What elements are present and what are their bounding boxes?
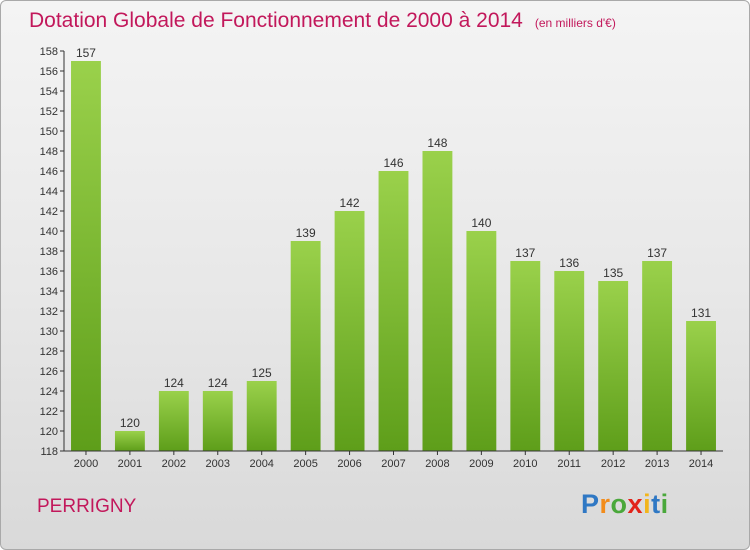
x-tick-label: 2000 bbox=[74, 458, 98, 470]
y-tick-label: 150 bbox=[40, 126, 58, 138]
x-tick-label: 2004 bbox=[249, 458, 273, 470]
y-tick-label: 156 bbox=[40, 66, 58, 78]
bar-value-label: 157 bbox=[76, 46, 96, 60]
logo-letter: t bbox=[651, 489, 661, 519]
y-tick-label: 146 bbox=[40, 166, 58, 178]
chart-title-main: Dotation Globale de Fonctionnement de 20… bbox=[29, 9, 523, 32]
bar-2003 bbox=[202, 391, 233, 451]
x-axis: 2000 2001 2002 2003 2004 2005 2006 2007 2008 2009… bbox=[64, 450, 723, 470]
bar-2007 bbox=[378, 171, 409, 451]
bar-2012 bbox=[598, 281, 629, 451]
x-tick-label: 2010 bbox=[513, 458, 537, 470]
y-tick-label: 138 bbox=[40, 246, 58, 258]
chart-title: Dotation Globale de Fonctionnement de 20… bbox=[29, 9, 616, 33]
bar-2011 bbox=[554, 271, 585, 451]
x-tick-label: 2013 bbox=[645, 458, 669, 470]
x-tick-label: 2014 bbox=[689, 458, 713, 470]
x-tick-label: 2009 bbox=[469, 458, 493, 470]
bar-2000 bbox=[71, 61, 101, 451]
y-tick-label: 130 bbox=[40, 326, 58, 338]
x-tick-label: 2007 bbox=[381, 458, 405, 470]
logo-letter: i bbox=[643, 489, 652, 519]
x-tick-label: 2011 bbox=[557, 458, 581, 470]
x-tick-label: 2005 bbox=[293, 458, 317, 470]
logo-letter: P bbox=[581, 489, 600, 519]
y-tick-label: 142 bbox=[40, 206, 58, 218]
bar-2002 bbox=[158, 391, 189, 451]
bar-2014 bbox=[686, 321, 716, 451]
bar-2009 bbox=[466, 231, 497, 451]
x-tick-label: 2002 bbox=[162, 458, 186, 470]
bar-value-label: 135 bbox=[603, 266, 623, 280]
y-tick-label: 140 bbox=[40, 226, 58, 238]
proxiti-logo: Proxiti bbox=[581, 489, 669, 520]
bar-value-label: 124 bbox=[208, 376, 228, 390]
y-tick-label: 122 bbox=[40, 406, 58, 418]
x-tick-label: 2008 bbox=[425, 458, 449, 470]
bar-value-label: 136 bbox=[559, 256, 579, 270]
y-tick-label: 148 bbox=[40, 146, 58, 158]
bar-value-label: 120 bbox=[120, 416, 140, 430]
bar-value-label: 137 bbox=[515, 246, 535, 260]
bar-2006 bbox=[334, 211, 365, 451]
logo-letter: x bbox=[627, 489, 644, 519]
bar-2013 bbox=[642, 261, 673, 451]
y-tick-label: 118 bbox=[40, 446, 58, 458]
y-tick-label: 144 bbox=[40, 186, 58, 198]
commune-name: PERRIGNY bbox=[37, 496, 137, 517]
y-tick-label: 120 bbox=[40, 426, 58, 438]
y-tick-label: 126 bbox=[40, 366, 58, 378]
logo-letter: i bbox=[660, 489, 669, 519]
bar-2001 bbox=[114, 431, 145, 451]
y-tick-label: 128 bbox=[40, 346, 58, 358]
bar-value-label: 148 bbox=[427, 136, 447, 150]
bar-value-label: 131 bbox=[691, 306, 711, 320]
bar-2008 bbox=[422, 151, 453, 451]
bar-value-label: 146 bbox=[383, 156, 403, 170]
bar-value-label: 142 bbox=[340, 196, 360, 210]
bar-2005 bbox=[290, 241, 321, 451]
y-axis: 118 120 122 124 126 128 130 132 134 136 138 140 142 1… bbox=[40, 46, 65, 458]
y-tick-label: 152 bbox=[40, 106, 58, 118]
y-tick-label: 154 bbox=[40, 86, 58, 98]
bar-value-label: 124 bbox=[164, 376, 184, 390]
y-tick-label: 124 bbox=[40, 386, 58, 398]
x-tick-label: 2001 bbox=[118, 458, 142, 470]
x-tick-label: 2012 bbox=[601, 458, 625, 470]
bar-value-label: 140 bbox=[471, 216, 491, 230]
chart-title-unit: (en milliers d'€) bbox=[534, 16, 616, 30]
logo-letter: o bbox=[610, 489, 628, 519]
x-tick-label: 2003 bbox=[206, 458, 230, 470]
y-tick-label: 136 bbox=[40, 266, 58, 278]
bar-2010 bbox=[510, 261, 541, 451]
logo-letter: r bbox=[599, 489, 611, 519]
y-tick-label: 158 bbox=[40, 46, 58, 58]
x-tick-label: 2006 bbox=[337, 458, 361, 470]
y-tick-label: 134 bbox=[40, 286, 58, 298]
bars-group: 157 120 124 124 125 139 142 146 148 140 137 136 135 1… bbox=[71, 46, 716, 451]
bar-2004 bbox=[246, 381, 277, 451]
bar-value-label: 125 bbox=[252, 366, 272, 380]
y-tick-label: 132 bbox=[40, 306, 58, 318]
bar-value-label: 139 bbox=[296, 226, 316, 240]
bar-value-label: 137 bbox=[647, 246, 667, 260]
